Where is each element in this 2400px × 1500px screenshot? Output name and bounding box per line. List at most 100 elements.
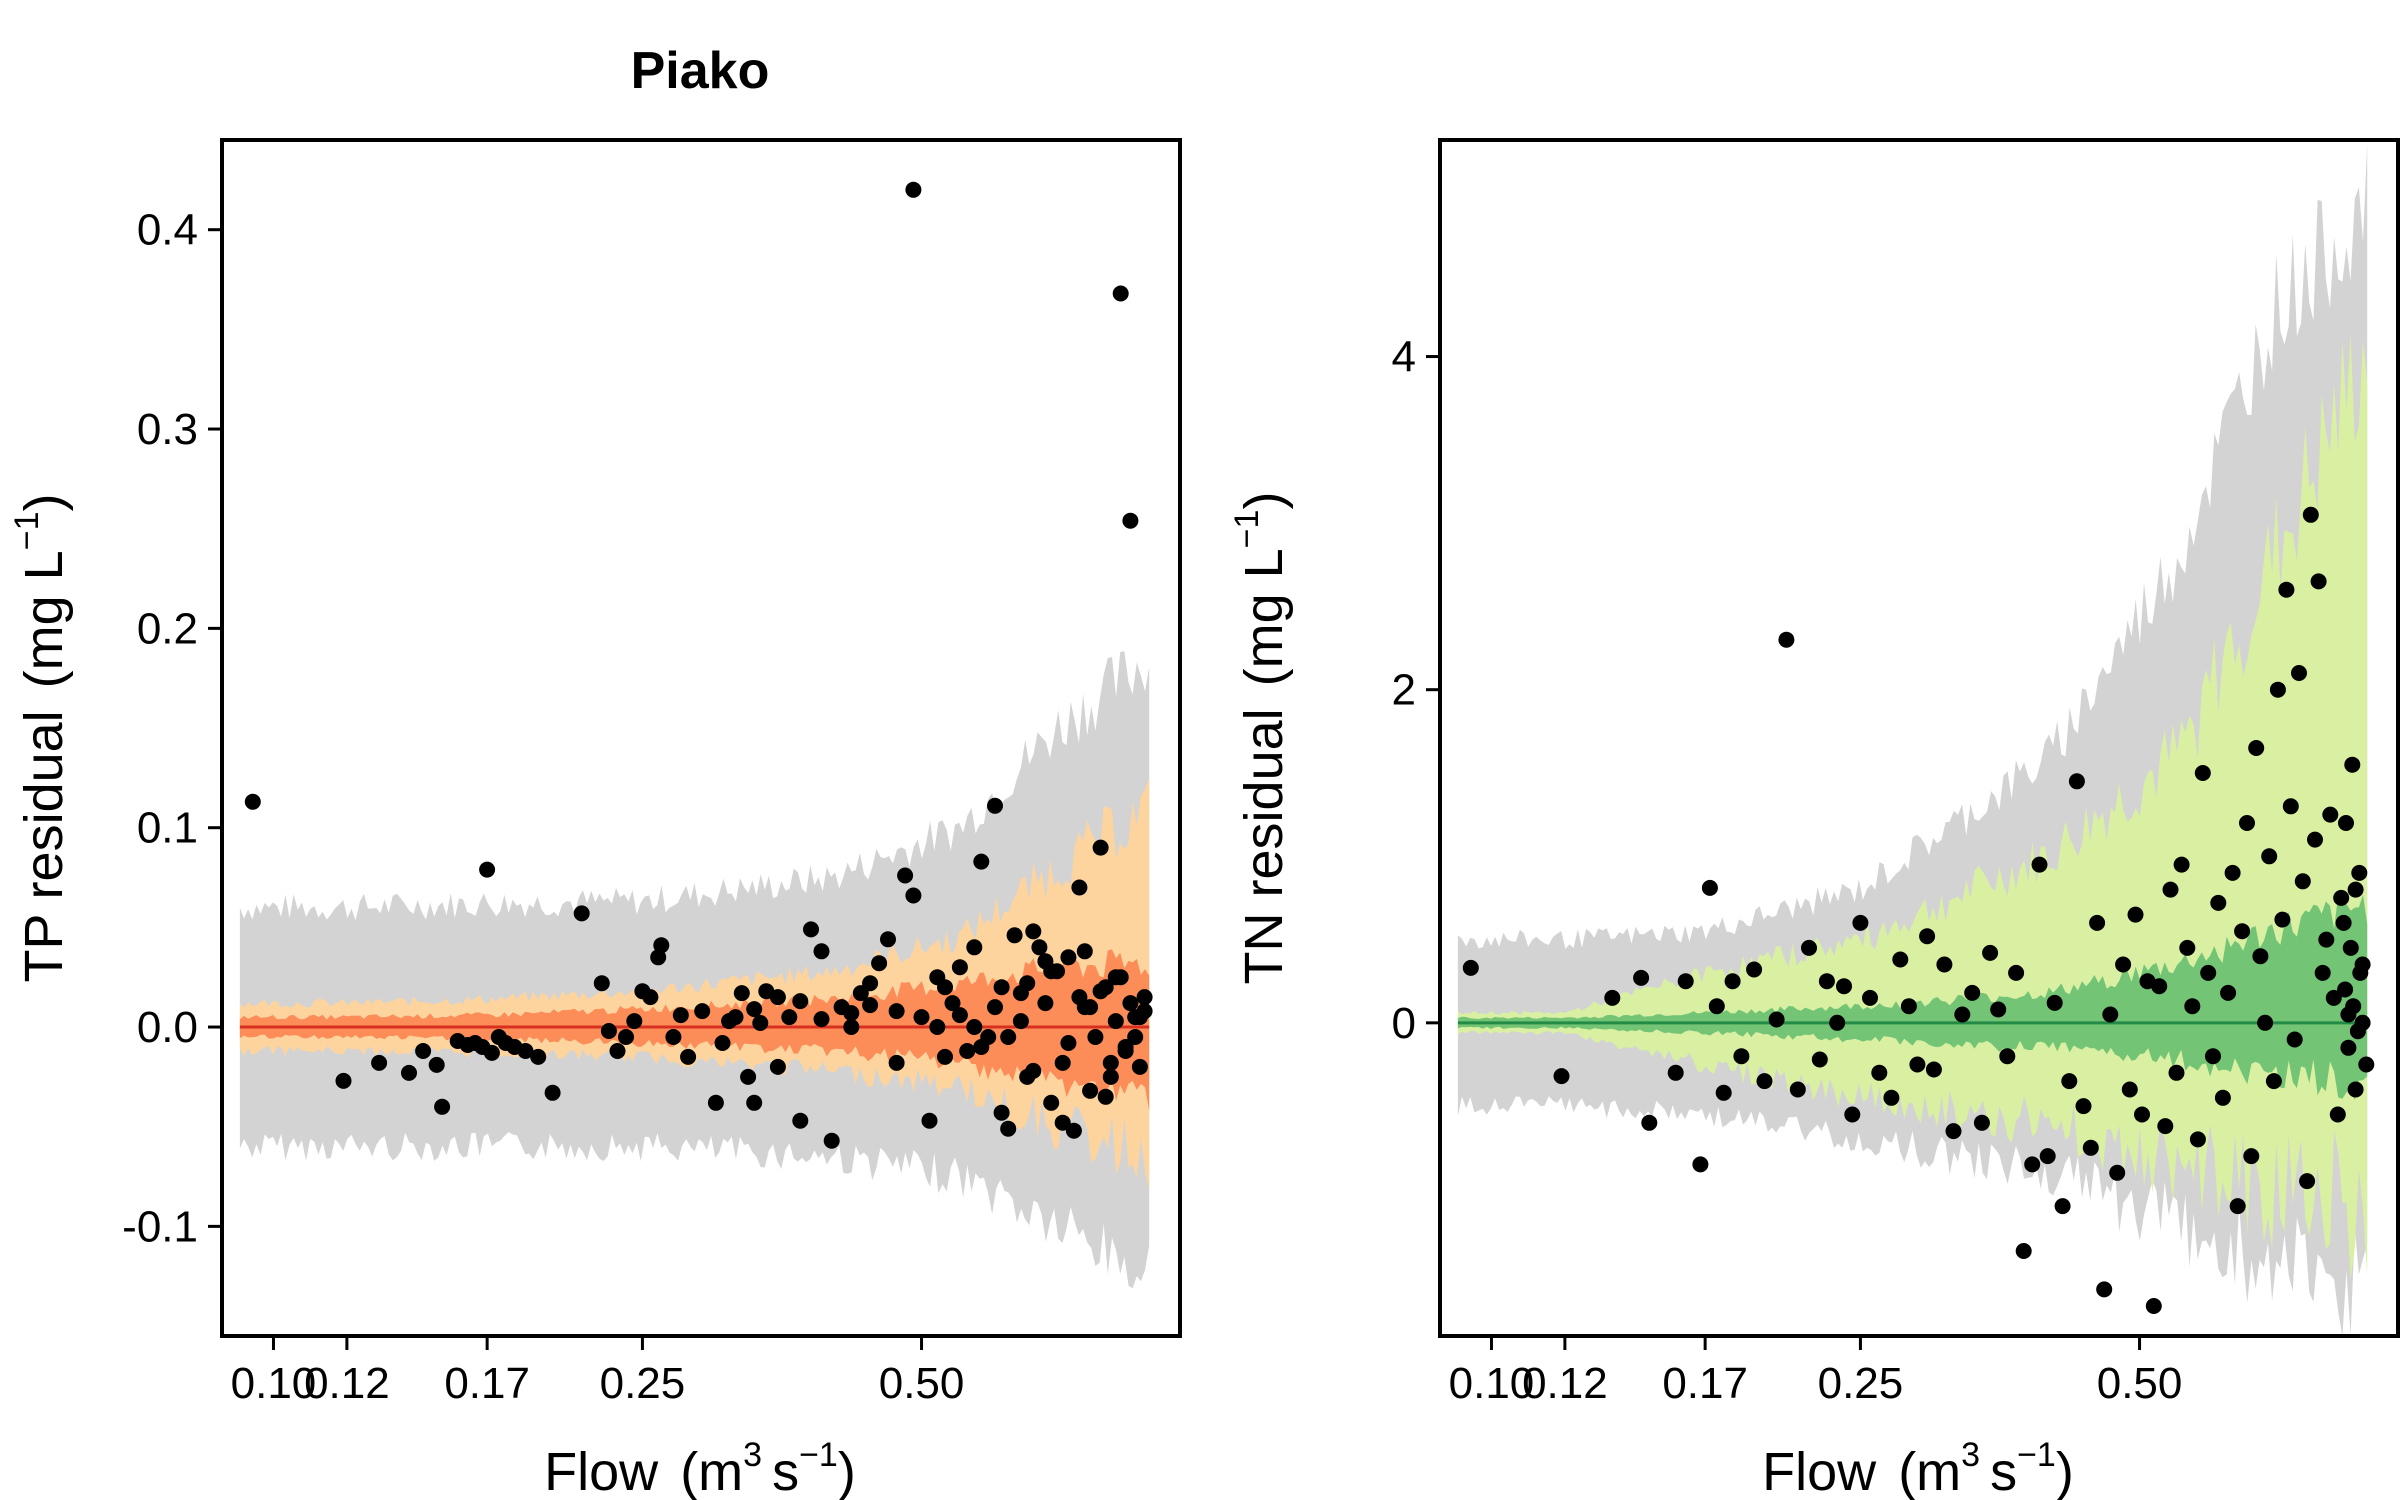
data-point (2157, 1118, 2174, 1135)
data-point (1945, 1123, 1962, 1140)
data-point (714, 1035, 731, 1051)
y-axis-title: TP residual(mg L−1) (8, 494, 74, 983)
data-point (2314, 964, 2331, 981)
data-point (1768, 1011, 1785, 1028)
data-point (937, 979, 953, 996)
data-point (434, 1098, 451, 1115)
inner-interval-band (1457, 894, 2368, 1100)
x-exp-3: 3 (1961, 1436, 1980, 1474)
data-point (1990, 1001, 2007, 1018)
data-point (2345, 998, 2362, 1015)
data-point (2054, 1198, 2071, 1215)
data-point (1746, 961, 1763, 978)
data-point (665, 1029, 682, 1045)
data-point (2102, 1006, 2119, 1023)
data-point (244, 793, 261, 810)
data-point (973, 853, 990, 870)
y-tick-label: 0.2 (137, 604, 198, 653)
data-point (2274, 911, 2291, 928)
data-point (1112, 285, 1129, 302)
data-point (2145, 1298, 2162, 1314)
data-point (1025, 1062, 1042, 1079)
data-point (483, 1044, 500, 1061)
y-exp: −1 (1228, 510, 1266, 549)
data-point (2286, 1031, 2303, 1048)
data-point (2337, 981, 2354, 998)
y-tick-label: 0.1 (137, 804, 198, 853)
data-point (2024, 1156, 2041, 1173)
data-point (1019, 975, 1036, 992)
data-point (2310, 573, 2327, 590)
data-point (937, 1048, 953, 1065)
data-point (1667, 1064, 1684, 1081)
data-point (2109, 1164, 2126, 1181)
data-point (1107, 969, 1124, 986)
data-point (1778, 631, 1795, 648)
data-point (401, 1064, 417, 1081)
data-point (2115, 956, 2132, 973)
data-point (1102, 1068, 1119, 1085)
y-tick-label: 0.3 (137, 405, 198, 454)
data-point (2243, 1148, 2260, 1165)
data-point (993, 1104, 1010, 1121)
data-point (1964, 984, 1981, 1001)
data-point (2248, 740, 2265, 756)
data-point (2351, 864, 2368, 881)
data-point (1633, 969, 1650, 986)
data-point (1131, 1058, 1148, 1075)
x-unit-s: s (772, 1442, 799, 1500)
data-point (987, 797, 1003, 814)
data-point (1000, 1120, 1017, 1137)
data-point (1641, 1114, 1658, 1131)
x-axis: 0.100.12 0.17 0.25 0.50 (1449, 1336, 2182, 1408)
x-axis-title: Flow (m3 s−1) (1762, 1436, 2074, 1500)
data-point (2338, 815, 2354, 831)
data-point (2234, 923, 2251, 940)
data-point (1136, 989, 1153, 1006)
x-unit-s: s (1990, 1442, 2017, 1500)
data-point (862, 997, 879, 1014)
data-point (2039, 1148, 2056, 1165)
data-point (1122, 995, 1139, 1012)
data-point (609, 1043, 626, 1059)
data-point (2265, 1073, 2282, 1090)
data-point (2352, 964, 2369, 981)
plot-frame (220, 138, 1182, 1338)
data-point (2239, 815, 2255, 831)
data-point (1604, 989, 1621, 1006)
data-point (2200, 964, 2217, 981)
data-point (2257, 1014, 2274, 1031)
data-point (2269, 681, 2286, 698)
data-point (1097, 1088, 1114, 1105)
data-point (2184, 998, 2201, 1015)
data-point (1071, 879, 1088, 896)
x-axis-label: Flow (1762, 1442, 1877, 1500)
data-point (2342, 939, 2359, 956)
data-point (1701, 879, 1718, 896)
data-point (1043, 1094, 1060, 1111)
data-point (2282, 798, 2299, 815)
data-point (2214, 1089, 2231, 1106)
data-point (2302, 506, 2319, 523)
plot-frame (1438, 138, 2400, 1338)
data-point (1076, 943, 1093, 960)
data-point (2220, 984, 2237, 1001)
data-point (1756, 1073, 1773, 1090)
data-point (1043, 963, 1060, 980)
data-point (2061, 1073, 2078, 1090)
data-point (2162, 881, 2179, 898)
data-point (2299, 1173, 2316, 1190)
data-point (2307, 831, 2323, 848)
data-point (1107, 1013, 1124, 1030)
data-point (2252, 948, 2269, 965)
data-point (2194, 765, 2211, 781)
data-point (2068, 773, 2085, 790)
data-point (2089, 914, 2106, 931)
data-point (2168, 1064, 2185, 1081)
data-point (913, 1009, 930, 1026)
data-point (544, 1084, 561, 1101)
y-axis-label: TP residual (14, 710, 74, 982)
y-axis-title: TN residual(mg L−1) (1228, 492, 1294, 985)
x-exp-minus1: −1 (799, 1436, 838, 1474)
data-point (792, 993, 809, 1010)
